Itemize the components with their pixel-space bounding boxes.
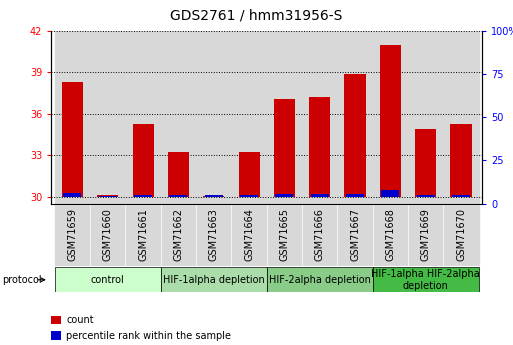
Bar [267,31,302,204]
Bar [275,194,293,197]
Bar [231,31,267,204]
Bar [346,194,364,197]
Bar [417,195,435,197]
Bar [205,195,223,197]
Bar [267,267,373,292]
Text: HIF-1alpha depletion: HIF-1alpha depletion [163,275,265,285]
Bar [344,74,366,197]
Bar [240,195,258,197]
Bar [161,31,196,204]
Bar [51,331,61,340]
Bar [161,267,267,292]
Bar [132,124,154,197]
Text: GSM71669: GSM71669 [421,208,431,261]
Bar [373,31,408,204]
Bar [196,205,231,266]
Bar [443,205,479,266]
Bar [55,267,161,292]
Bar [161,205,196,266]
Bar [90,31,126,204]
Bar [373,267,479,292]
Bar [203,196,224,197]
Bar [309,97,330,197]
Bar [338,205,373,266]
Bar [302,31,338,204]
Text: GSM71660: GSM71660 [103,208,113,261]
Text: GSM71670: GSM71670 [456,208,466,261]
Text: GSM71667: GSM71667 [350,208,360,261]
Bar [381,190,400,197]
Text: GSM71664: GSM71664 [244,208,254,261]
Bar [231,205,267,266]
Bar [415,129,436,197]
Text: GDS2761 / hmm31956-S: GDS2761 / hmm31956-S [170,9,343,23]
Bar [126,31,161,204]
Bar [168,152,189,197]
Text: count: count [66,315,94,325]
Text: GSM71666: GSM71666 [315,208,325,261]
Bar [99,196,117,197]
Text: protocol: protocol [3,275,42,285]
Text: GSM71663: GSM71663 [209,208,219,261]
Bar [64,193,82,197]
Bar [338,31,373,204]
Bar [55,31,90,204]
Bar [55,205,90,266]
Bar [373,205,408,266]
Text: GSM71659: GSM71659 [68,208,77,261]
Text: control: control [91,275,125,285]
Bar [311,194,329,197]
Bar [62,82,83,197]
Text: GSM71662: GSM71662 [173,208,184,261]
Bar [51,316,61,324]
Bar [380,45,401,197]
Text: GSM71668: GSM71668 [385,208,396,261]
Bar [452,195,470,197]
Text: GSM71665: GSM71665 [280,208,289,261]
Bar [267,205,302,266]
Bar [134,195,152,197]
Text: HIF-2alpha depletion: HIF-2alpha depletion [269,275,371,285]
Bar [450,124,471,197]
Bar [97,195,119,197]
Bar [169,195,187,197]
Bar [90,205,126,266]
Bar [302,205,338,266]
Text: percentile rank within the sample: percentile rank within the sample [66,331,231,341]
Bar [126,205,161,266]
Bar [196,31,231,204]
Text: HIF-1alpha HIF-2alpha
depletion: HIF-1alpha HIF-2alpha depletion [371,269,480,290]
Bar [408,205,443,266]
Bar [443,31,479,204]
Bar [274,99,295,197]
Bar [239,152,260,197]
Bar [408,31,443,204]
Text: GSM71661: GSM71661 [138,208,148,261]
